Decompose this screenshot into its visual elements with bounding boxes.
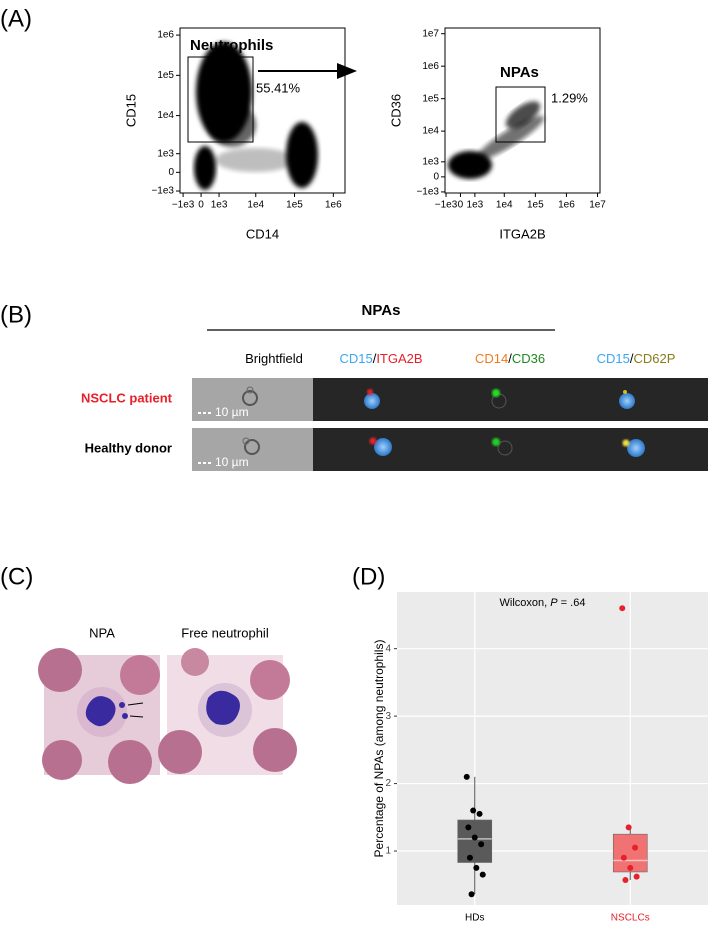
gates xyxy=(187,56,546,143)
x-tick-label: 1e3 xyxy=(467,200,484,211)
y-tick-label: 0 xyxy=(168,167,174,178)
header-part: / xyxy=(373,351,377,366)
y-tick-label: 1e6 xyxy=(422,61,439,72)
header-part: CD36 xyxy=(512,351,545,366)
plot-frame xyxy=(179,27,346,194)
y-tick-label: 1e4 xyxy=(422,126,439,137)
x-tick-label: 0 xyxy=(458,200,464,211)
data-point xyxy=(466,854,473,861)
y-tick-label: 1e7 xyxy=(422,28,439,39)
x-tick-label: −1e3 xyxy=(435,200,458,211)
x-tick-label: 1e6 xyxy=(558,200,575,211)
data-point xyxy=(468,891,475,898)
plot-panel xyxy=(397,592,708,905)
gate-label: Neutrophils xyxy=(190,37,273,54)
data-point xyxy=(479,871,486,878)
cell-clouds xyxy=(194,42,545,190)
x-tick-label: 1e6 xyxy=(325,200,342,211)
data-point xyxy=(471,834,478,841)
arrow xyxy=(258,63,357,79)
annotation-part: = .64 xyxy=(558,597,586,609)
data-point xyxy=(625,824,632,831)
data-point xyxy=(627,864,634,871)
y-tick-label: 1e6 xyxy=(157,30,174,41)
y-tick-label: 1 xyxy=(385,846,391,857)
scale-bar-label: 10 µm xyxy=(215,455,249,469)
plot-frame xyxy=(444,27,601,194)
data-point xyxy=(465,824,472,831)
gate-label: NPAs xyxy=(500,64,539,81)
data-point xyxy=(620,854,627,861)
x-tick-label: 1e5 xyxy=(286,200,303,211)
scale-bar-label: 10 µm xyxy=(215,405,249,419)
panel-label: (B) xyxy=(0,301,32,328)
row-label: Healthy donor xyxy=(85,440,172,455)
y-tick-label: 0 xyxy=(433,172,439,183)
x-tick-label: 0 xyxy=(198,200,204,211)
panel-label: (C) xyxy=(0,563,33,590)
x-tick-label: 1e5 xyxy=(527,200,544,211)
y-tick-label: 3 xyxy=(385,711,391,722)
y-tick-label: 1e3 xyxy=(157,148,174,159)
y-tick-label: 2 xyxy=(385,778,391,789)
data-point xyxy=(473,864,480,871)
y-tick-label: 1e4 xyxy=(157,110,174,121)
data-point xyxy=(476,810,483,817)
y-axis-label: Percentage of NPAs (among neutrophils) xyxy=(372,640,386,858)
x-axis-label: CD14 xyxy=(246,226,279,241)
data-point xyxy=(463,773,470,780)
micrograph-label: Free neutrophil xyxy=(181,625,269,640)
header-part: / xyxy=(630,351,634,366)
x-tick-label: 1e4 xyxy=(247,200,264,211)
data-point xyxy=(470,807,477,814)
y-tick-label: 4 xyxy=(385,643,391,654)
header-part: / xyxy=(508,351,512,366)
annotation-part: P xyxy=(550,597,558,609)
y-tick-label: 1e5 xyxy=(157,70,174,81)
y-tick-label: 1e5 xyxy=(422,93,439,104)
data-point xyxy=(619,605,626,612)
header-part: CD14 xyxy=(475,351,508,366)
y-tick-label: −1e3 xyxy=(416,187,439,198)
header-part: ITGA2B xyxy=(376,351,422,366)
header-part: CD62P xyxy=(633,351,675,366)
x-tick-label: HDs xyxy=(465,913,484,924)
x-tick-label: NSCLCs xyxy=(611,913,650,924)
x-tick-label: −1e3 xyxy=(172,200,195,211)
gate-percent: 55.41% xyxy=(256,80,301,95)
x-axis-label: ITGA2B xyxy=(499,226,545,241)
panel-label: (D) xyxy=(352,563,385,590)
x-tick-label: 1e4 xyxy=(496,200,513,211)
annotation: Wilcoxon, P = .64 xyxy=(500,597,586,609)
column-header: CD15/CD62P xyxy=(597,351,676,366)
x-tick-label: 1e3 xyxy=(211,200,228,211)
header-part: CD15 xyxy=(339,351,372,366)
data-point xyxy=(633,873,640,880)
data-point xyxy=(632,844,639,851)
imaging-title: NPAs xyxy=(362,302,401,319)
annotation-part: Wilcoxon, xyxy=(500,597,551,609)
column-header: CD15/ITGA2B xyxy=(339,351,422,366)
x-tick-label: 1e7 xyxy=(589,200,606,211)
column-header: CD14/CD36 xyxy=(475,351,545,366)
panel-label: (A) xyxy=(0,5,32,32)
gate-percent: 1.29% xyxy=(551,90,588,105)
box xyxy=(457,819,493,863)
y-axis-label: CD15 xyxy=(123,94,138,127)
y-axis-label: CD36 xyxy=(388,94,403,127)
y-tick-label: −1e3 xyxy=(151,186,174,197)
micrographs xyxy=(38,648,297,784)
micrograph-label: NPA xyxy=(89,625,115,640)
data-point xyxy=(478,841,485,848)
header-part: CD15 xyxy=(597,351,630,366)
imaging-grid xyxy=(192,329,708,471)
row-label: NSCLC patient xyxy=(81,390,173,405)
header-part: Brightfield xyxy=(245,351,303,366)
y-tick-label: 1e3 xyxy=(422,156,439,167)
data-point xyxy=(622,877,629,884)
column-header: Brightfield xyxy=(245,351,303,366)
